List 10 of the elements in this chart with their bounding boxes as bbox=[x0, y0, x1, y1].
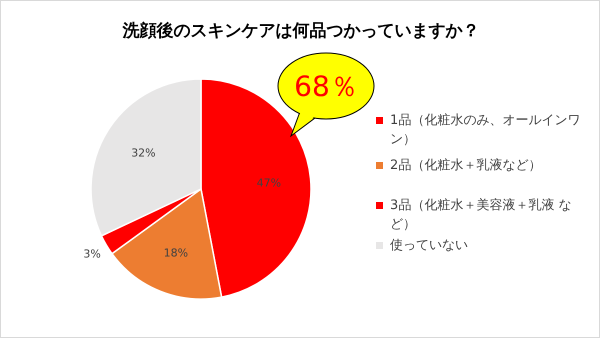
legend-label: 1品（化粧水のみ、オールインワン） bbox=[390, 113, 580, 147]
legend-label: 3品（化粧水＋美容液＋乳液 など） bbox=[390, 198, 572, 232]
data-label: 47% bbox=[256, 176, 282, 190]
data-label: 3% bbox=[83, 247, 101, 260]
legend-label: 使っていない bbox=[390, 238, 468, 253]
legend-label: 2品（化粧水＋乳液など） bbox=[390, 158, 542, 173]
text: 68％ bbox=[294, 70, 358, 103]
chart-title: 洗顔後のスキンケアは何品つかっていますか？ bbox=[122, 20, 480, 42]
data-label: 32% bbox=[131, 146, 156, 160]
data-label: 18% bbox=[164, 246, 188, 260]
